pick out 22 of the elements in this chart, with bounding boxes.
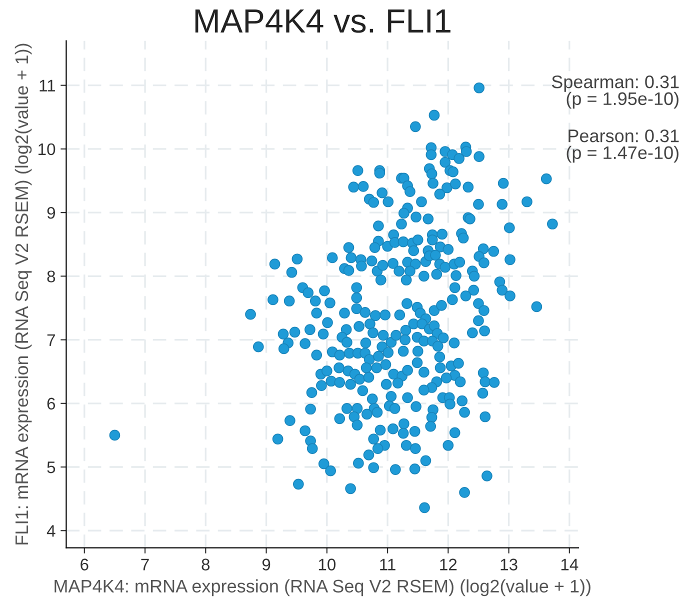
x-axis-title: MAP4K4: mRNA expression (RNA Seq V2 RSEM) (log2(value + 1)) (54, 579, 590, 596)
x-tick-label: 10 (318, 558, 336, 570)
x-tick-label: 11 (380, 558, 396, 570)
x-tick-label: 6 (80, 558, 88, 570)
x-tick-label: 8 (202, 558, 210, 570)
x-tick-label: 12 (440, 558, 457, 570)
chart-title: MAP4K4 vs. FLI1 (195, 10, 450, 33)
y-axis-title: FLI1: mRNA expression (RNA Seq V2 RSEM) (log2(value + 1)) (14, 44, 32, 544)
y-tick-label: 5 (47, 462, 56, 474)
annotation: Spearman: 0.31 (p = 1.95e-10) (552, 75, 679, 109)
annotation: Pearson: 0.31 (p = 1.47e-10) (566, 129, 679, 163)
y-tick-label: 4 (46, 525, 56, 537)
y-tick-label: 9 (47, 206, 56, 219)
x-tick-label: 7 (141, 558, 149, 570)
y-tick-label: 8 (47, 270, 56, 282)
y-tick-label: 7 (47, 334, 55, 346)
y-tick-label: 10 (38, 143, 56, 156)
x-tick-label: 13 (500, 558, 518, 570)
x-tick-label: 9 (262, 558, 270, 570)
y-tick-label: 6 (47, 398, 56, 410)
y-tick-label: 11 (40, 80, 55, 92)
x-tick-label: 14 (561, 558, 578, 570)
